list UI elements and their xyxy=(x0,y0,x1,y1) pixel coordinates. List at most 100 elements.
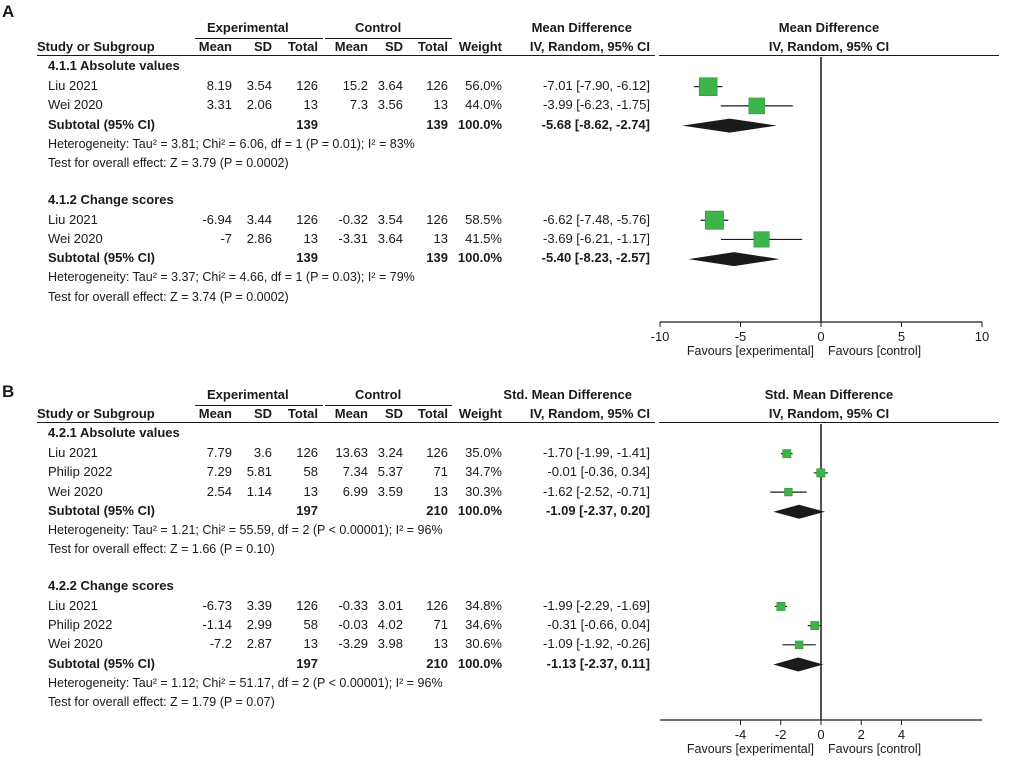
subtotal-diamond xyxy=(688,252,780,267)
exp-total: 126 xyxy=(296,211,318,227)
exp-total: 126 xyxy=(296,445,318,461)
exp-total: 13 xyxy=(303,483,318,499)
exp-mean: 3.31 xyxy=(206,97,232,113)
subtotal-exp-total: 139 xyxy=(296,250,318,266)
study-column-header: Study or Subgroup xyxy=(37,39,155,54)
ctl-mean: -0.03 xyxy=(338,617,368,633)
table-header-rule xyxy=(37,55,655,56)
subtotal-ctl-total: 139 xyxy=(426,116,448,132)
overall-effect-note: Test for overall effect: Z = 3.74 (P = 0… xyxy=(48,289,289,304)
ctl-sd: 3.56 xyxy=(377,97,403,113)
overall-effect-note: Test for overall effect: Z = 1.66 (P = 0… xyxy=(48,542,275,557)
subtotal-diamond xyxy=(682,118,777,133)
study-ci: -1.99 [-2.29, -1.69] xyxy=(543,597,650,613)
ctl-mean: 7.3 xyxy=(349,97,368,113)
study-effect-square xyxy=(816,468,826,478)
favours-right-label: Favours [control] xyxy=(828,742,922,756)
study-weight: 30.3% xyxy=(465,483,502,499)
experimental-header: Experimental xyxy=(207,20,289,35)
subtotal-ci: -5.68 [-8.62, -2.74] xyxy=(541,116,650,132)
x-tick-label: -2 xyxy=(775,727,787,742)
method-header: IV, Random, 95% CI xyxy=(529,406,650,421)
study-weight: 44.0% xyxy=(465,97,502,113)
plot-header-rule xyxy=(659,55,999,56)
x-tick-label: -4 xyxy=(735,727,747,742)
table-header-rule xyxy=(37,422,655,423)
control-header: Control xyxy=(355,387,402,402)
subgroup-title: 4.2.2 Change scores xyxy=(48,577,174,593)
exp-total: 126 xyxy=(296,597,318,613)
exp-total: 13 xyxy=(303,97,318,113)
study-name: Philip 2022 xyxy=(48,464,113,480)
exp-sd: 3.6 xyxy=(253,445,272,461)
panel-label: B xyxy=(2,382,15,401)
ctl-total: 13 xyxy=(433,483,448,499)
exp-total: 58 xyxy=(303,617,318,633)
exp-total-header: Total xyxy=(287,406,318,421)
study-name: Wei 2020 xyxy=(48,483,103,499)
subtotal-label: Subtotal (95% CI) xyxy=(48,502,155,518)
control-underline xyxy=(325,38,452,39)
exp-mean: -6.94 xyxy=(202,211,232,227)
exp-mean: -7.2 xyxy=(209,636,232,652)
study-name: Wei 2020 xyxy=(48,97,103,113)
heterogeneity-note: Heterogeneity: Tau² = 3.37; Chi² = 4.66,… xyxy=(48,270,415,285)
exp-sd: 3.44 xyxy=(246,211,272,227)
plot-header-rule xyxy=(659,422,999,423)
exp-sd-header: SD xyxy=(253,39,272,54)
study-name: Liu 2021 xyxy=(48,211,98,227)
study-name: Philip 2022 xyxy=(48,617,113,633)
exp-sd: 3.54 xyxy=(246,78,272,94)
exp-total: 13 xyxy=(303,230,318,246)
exp-mean: -1.14 xyxy=(202,617,232,633)
study-ci: -1.70 [-1.99, -1.41] xyxy=(543,445,650,461)
subgroup-title: 4.2.1 Absolute values xyxy=(48,425,180,440)
study-weight: 34.7% xyxy=(465,464,502,480)
study-effect-square xyxy=(810,621,820,631)
exp-sd: 2.06 xyxy=(246,97,272,113)
study-weight: 41.5% xyxy=(465,230,502,246)
study-name: Liu 2021 xyxy=(48,445,98,461)
exp-total: 126 xyxy=(296,78,318,94)
exp-mean-header: Mean xyxy=(198,406,232,421)
exp-mean: -6.73 xyxy=(202,597,232,613)
panel-label: A xyxy=(2,2,15,21)
x-tick-label: 4 xyxy=(898,727,905,742)
ctl-total: 126 xyxy=(426,445,448,461)
subtotal-weight: 100.0% xyxy=(457,502,502,518)
subtotal-ctl-total: 210 xyxy=(426,655,448,671)
exp-mean: 2.54 xyxy=(206,483,232,499)
study-effect-square xyxy=(782,449,792,459)
subtotal-label: Subtotal (95% CI) xyxy=(48,655,155,671)
subgroup-title: 4.1.2 Change scores xyxy=(48,191,174,207)
plot-method-header: IV, Random, 95% CI xyxy=(768,406,890,421)
study-weight: 34.8% xyxy=(465,597,502,613)
study-ci: -0.31 [-0.66, 0.04] xyxy=(547,617,650,633)
ctl-total: 126 xyxy=(426,597,448,613)
forest-plot-area: -10 -5 0 5 10 xyxy=(651,57,989,344)
study-ci: -1.62 [-2.52, -0.71] xyxy=(543,483,650,499)
ctl-sd: 3.64 xyxy=(377,78,403,94)
exp-sd: 2.87 xyxy=(246,636,272,652)
ctl-mean-header: Mean xyxy=(334,39,368,54)
forest-plot-area: -4 -2 0 2 4 xyxy=(660,424,982,742)
exp-total: 58 xyxy=(303,464,318,480)
study-ci: -0.01 [-0.36, 0.34] xyxy=(547,464,650,480)
x-tick-label: 5 xyxy=(898,329,905,344)
ctl-mean: -0.33 xyxy=(338,597,368,613)
heterogeneity-note: Heterogeneity: Tau² = 1.12; Chi² = 51.17… xyxy=(48,675,443,690)
experimental-underline xyxy=(195,38,323,39)
study-effect-square xyxy=(794,640,804,649)
ctl-sd: 3.64 xyxy=(377,230,403,246)
ctl-sd: 3.98 xyxy=(377,636,403,652)
effect-header: Mean Difference xyxy=(531,20,632,35)
favours-right-label: Favours [control] xyxy=(828,344,922,358)
study-effect-square xyxy=(698,77,718,96)
ctl-sd: 3.59 xyxy=(377,483,403,499)
study-ci: -1.09 [-1.92, -0.26] xyxy=(543,636,650,652)
weight-header: Weight xyxy=(458,406,502,421)
ctl-mean: -3.31 xyxy=(338,230,368,246)
forest-plot-panel-a: A Experimental Control Mean Difference Mean… xyxy=(0,0,1021,380)
plot-header: Std. Mean Difference xyxy=(764,387,894,402)
study-name: Wei 2020 xyxy=(48,636,103,652)
